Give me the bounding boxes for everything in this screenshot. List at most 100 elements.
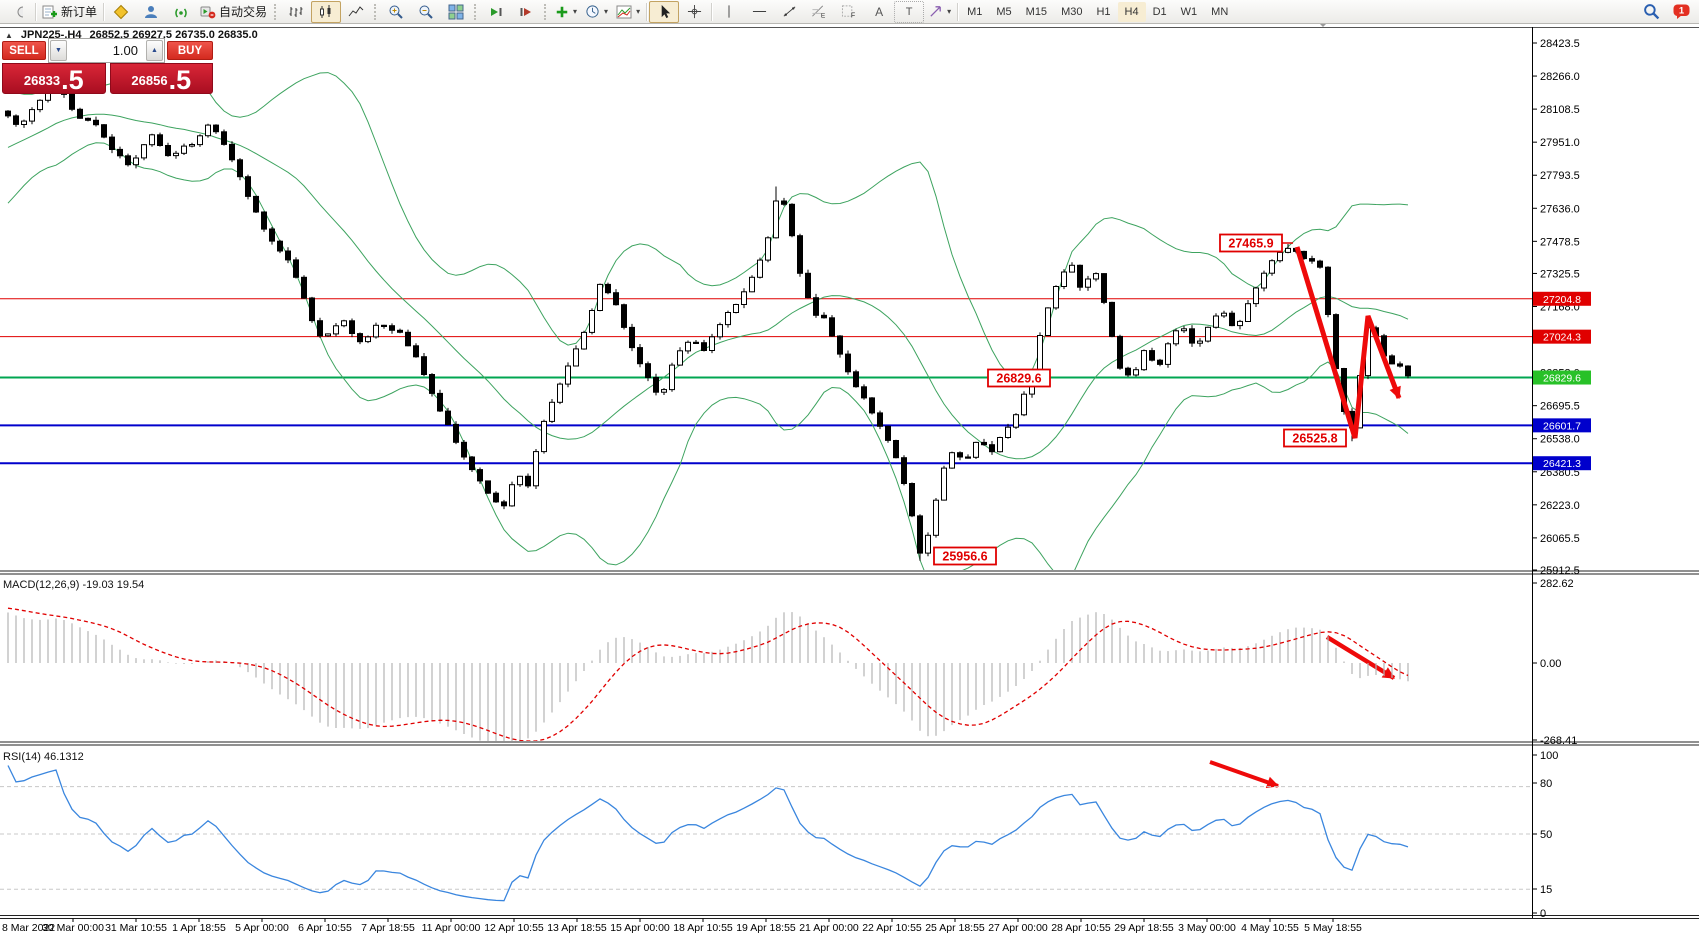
buy-button[interactable]: BUY [167, 41, 213, 60]
svg-text:0.00: 0.00 [1540, 658, 1561, 670]
zoom-out-icon[interactable] [411, 1, 441, 23]
arrows-tool-button[interactable]: ▾ [924, 1, 955, 23]
svg-text:26695.5: 26695.5 [1540, 401, 1580, 413]
templates-button[interactable]: ▾ [612, 1, 644, 23]
new-order-button[interactable]: 新订单 [38, 1, 101, 23]
timeframe-H4[interactable]: H4 [1117, 1, 1146, 22]
svg-text:28423.5: 28423.5 [1540, 38, 1580, 50]
cursor-tool-icon[interactable] [649, 0, 680, 23]
svg-text:12 Apr 10:55: 12 Apr 10:55 [484, 922, 544, 934]
horizontal-line-tool-icon[interactable] [744, 1, 774, 23]
svg-text:28 Apr 10:55: 28 Apr 10:55 [1051, 922, 1111, 934]
chart-symbol-icon: ▲ [5, 30, 13, 40]
timeframe-H1[interactable]: H1 [1096, 5, 1111, 18]
svg-text:8 Mar 2022: 8 Mar 2022 [2, 922, 55, 934]
timeframe-M15[interactable]: M15 [1025, 5, 1048, 18]
svg-text:27024.3: 27024.3 [1543, 332, 1581, 344]
macd-signal-line[interactable] [7, 607, 1409, 741]
timeframe-M30[interactable]: M30 [1061, 5, 1083, 18]
svg-text:27204.8: 27204.8 [1543, 294, 1581, 306]
add-indicator-button[interactable]: ▾ [551, 1, 581, 23]
clock-icon [586, 5, 599, 18]
svg-text:27478.5: 27478.5 [1540, 236, 1580, 248]
price-annotation-label[interactable] [987, 368, 1051, 388]
market-watch-icon[interactable] [106, 1, 136, 23]
svg-text:26538.0: 26538.0 [1540, 434, 1580, 446]
volume-decrease-button[interactable]: ▼ [50, 40, 67, 61]
crosshair-tool-icon[interactable] [679, 1, 709, 23]
arrows-tool-icon [930, 6, 941, 17]
chart-shift-icon[interactable] [511, 1, 541, 23]
volume-input[interactable]: 1.00 [112, 43, 138, 58]
main-price-panel [0, 72, 1532, 586]
fibonacci-tool-icon[interactable]: E [804, 1, 834, 23]
svg-text:15 Apr 00:00: 15 Apr 00:00 [610, 922, 670, 934]
price-annotation-text: 25956.6 [942, 550, 987, 564]
tile-windows-icon[interactable] [441, 1, 471, 23]
timeframe-D1[interactable]: D1 [1152, 5, 1167, 18]
candlestick-mode-icon[interactable] [311, 0, 342, 23]
templates-icon [616, 5, 632, 18]
svg-text:6 Apr 10:55: 6 Apr 10:55 [298, 922, 352, 934]
search-icon[interactable] [1636, 1, 1666, 23]
bollinger-lower-band[interactable] [7, 142, 1409, 586]
trend-arrow-main[interactable] [1294, 246, 1402, 439]
line-chart-mode-icon[interactable] [341, 1, 371, 23]
volume-stepper: ▼ 1.00 ▲ [48, 38, 165, 63]
app-logo-icon[interactable] [3, 1, 33, 23]
svg-text:25912.5: 25912.5 [1540, 565, 1580, 577]
svg-text:1: 1 [1678, 6, 1684, 17]
price-annotation-label[interactable] [1283, 428, 1347, 448]
volume-increase-button[interactable]: ▲ [146, 40, 163, 61]
buy-price-box[interactable]: 26856.5 [109, 63, 213, 94]
zoom-in-icon[interactable] [381, 1, 411, 23]
sell-price-box[interactable]: 26833.5 [2, 63, 106, 94]
svg-text:22 Apr 10:55: 22 Apr 10:55 [862, 922, 922, 934]
rsi-panel [0, 765, 1532, 902]
periods-button[interactable]: ▾ [581, 1, 612, 23]
signals-icon[interactable] [166, 1, 196, 23]
svg-text:25 Apr 18:55: 25 Apr 18:55 [925, 922, 985, 934]
rsi-indicator-label: RSI(14) 46.1312 [3, 751, 84, 763]
svg-text:26065.5: 26065.5 [1540, 533, 1580, 545]
text-label-tool[interactable]: T [894, 0, 925, 23]
trendline-tool-icon[interactable] [774, 1, 804, 23]
trend-arrow-macd[interactable] [1325, 635, 1396, 680]
trend-arrow-rsi[interactable] [1209, 760, 1280, 789]
svg-text:27325.5: 27325.5 [1540, 268, 1580, 280]
auto-trading-button[interactable]: 自动交易 [196, 1, 271, 23]
notifications-button[interactable]: 1 [1666, 1, 1696, 23]
sell-button[interactable]: SELL [2, 41, 46, 60]
timeframe-M5[interactable]: M5 [996, 5, 1012, 18]
svg-text:5 May 18:55: 5 May 18:55 [1304, 922, 1362, 934]
price-annotation-text: 27465.9 [1228, 237, 1273, 251]
community-icon[interactable] [136, 1, 166, 23]
bollinger-upper-band[interactable] [7, 72, 1409, 380]
fibo-grid-tool-icon[interactable]: F [834, 1, 864, 23]
notification-bubble-icon: 1 [1673, 4, 1689, 19]
svg-text:11 Apr 00:00: 11 Apr 00:00 [422, 922, 481, 934]
timeframe-W1[interactable]: W1 [1180, 5, 1198, 18]
timeframe-M1[interactable]: M1 [967, 5, 983, 18]
price-annotation-label[interactable] [933, 546, 997, 566]
annotation-text-tool[interactable]: A [875, 4, 884, 19]
svg-text:26829.6: 26829.6 [1543, 373, 1581, 385]
price-axis[interactable]: 28423.5 28266.0 28108.5 27951.0 27793.5 27636… [1532, 27, 1591, 920]
svg-text:282.62: 282.62 [1540, 578, 1574, 590]
price-annotation-text: 26829.6 [996, 372, 1041, 386]
bollinger-bands [7, 72, 1409, 586]
auto-scroll-icon[interactable] [481, 1, 511, 23]
bar-chart-mode-icon[interactable] [281, 1, 311, 23]
vertical-line-tool-icon[interactable] [714, 1, 744, 23]
timeframe-MN[interactable]: MN [1211, 5, 1229, 18]
price-annotation-label[interactable] [1219, 233, 1283, 253]
bollinger-middle-band[interactable] [7, 113, 1409, 460]
timeframe-group: M1 M5 M15 M30 H1 H4 D1 W1 MN [960, 1, 1235, 22]
svg-text:28108.5: 28108.5 [1540, 104, 1580, 116]
rsi-line[interactable] [7, 765, 1409, 902]
svg-text:27636.0: 27636.0 [1540, 203, 1580, 215]
svg-text:0: 0 [1540, 908, 1546, 920]
